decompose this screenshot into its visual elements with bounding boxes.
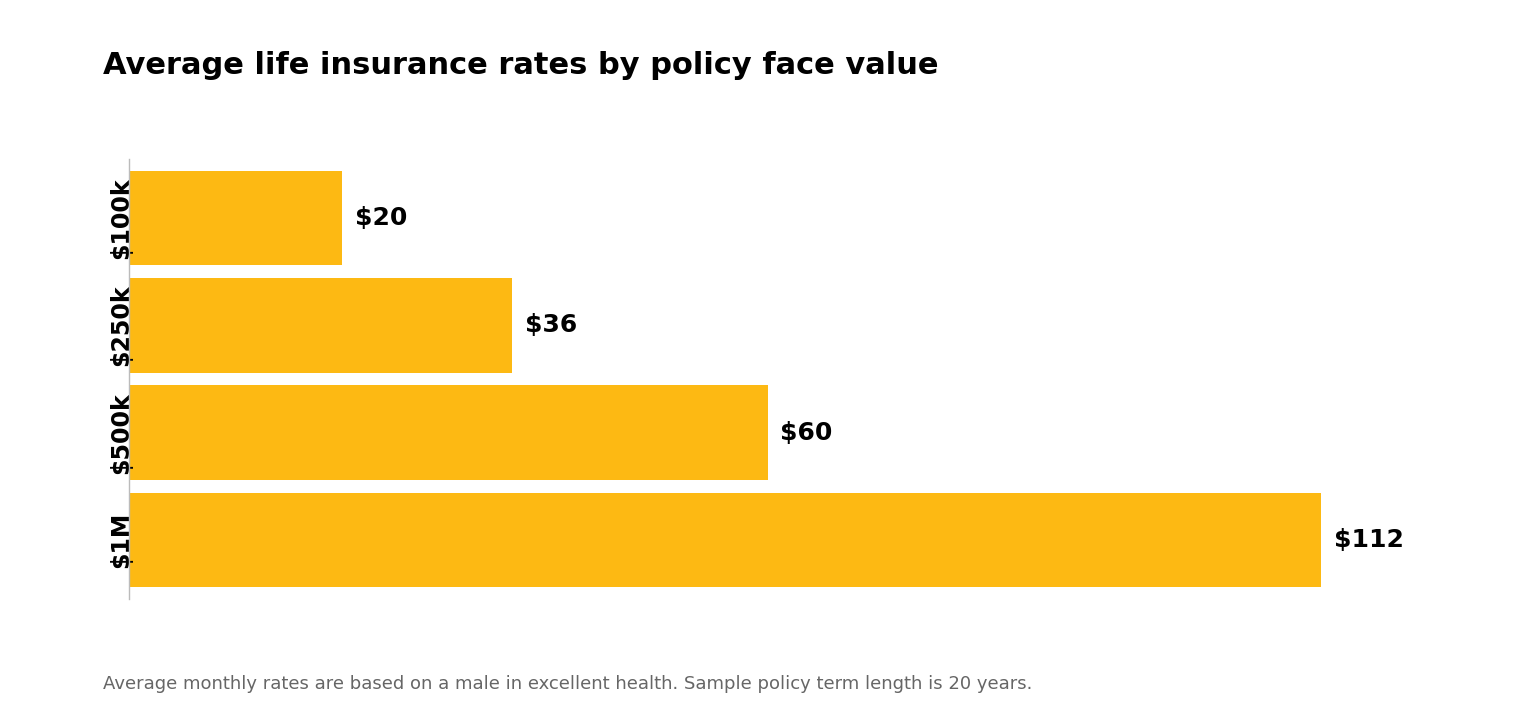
Text: Average life insurance rates by policy face value: Average life insurance rates by policy f… — [103, 51, 939, 79]
Bar — [129, 170, 342, 265]
Bar — [129, 493, 1321, 588]
Bar — [129, 278, 512, 373]
Text: $60: $60 — [780, 421, 833, 445]
Text: $112: $112 — [1333, 529, 1403, 552]
Text: $20: $20 — [354, 206, 407, 230]
Text: Average monthly rates are based on a male in excellent health. Sample policy ter: Average monthly rates are based on a mal… — [103, 675, 1032, 693]
Bar — [129, 386, 768, 480]
Text: $36: $36 — [524, 313, 578, 337]
